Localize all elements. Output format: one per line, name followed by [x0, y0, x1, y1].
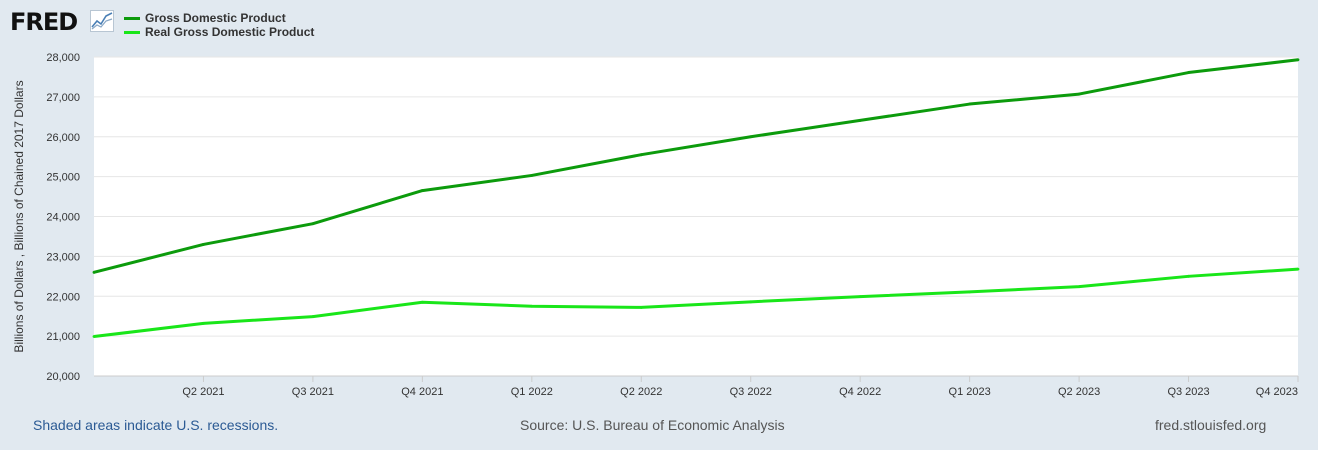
data-point[interactable] [92, 335, 96, 338]
x-tick-label: Q1 2023 [949, 386, 991, 398]
series-lines [92, 58, 1300, 339]
header: FRED Gross Domestic Product Real Gross D… [10, 7, 610, 41]
y-axis-label: Billions of Dollars , Billions of Chaine… [12, 80, 26, 352]
data-point[interactable] [858, 295, 862, 299]
y-tick-label: 22,000 [46, 291, 80, 303]
legend-label-gdp: Gross Domestic Product [145, 11, 286, 25]
site-link[interactable]: fred.stlouisfed.org [1155, 417, 1267, 433]
x-tick-label: Q2 2022 [620, 386, 662, 398]
legend-swatch-real-gdp [124, 30, 140, 34]
legend-swatch-gdp [124, 16, 140, 20]
y-tick-label: 24,000 [46, 212, 80, 224]
legend-item-real-gdp[interactable]: Real Gross Domestic Product [124, 25, 314, 39]
x-tick-label: Q3 2022 [730, 386, 772, 398]
y-tick-label: 25,000 [46, 172, 80, 184]
x-tick-label: Q4 2022 [839, 386, 881, 398]
data-point[interactable] [639, 153, 643, 157]
data-point[interactable] [420, 300, 424, 304]
data-point[interactable] [1077, 285, 1081, 289]
x-tick-label: Q3 2023 [1167, 386, 1209, 398]
line-graph-icon [90, 10, 114, 32]
data-point[interactable] [1296, 267, 1300, 271]
legend-item-gdp[interactable]: Gross Domestic Product [124, 11, 314, 25]
data-point[interactable] [858, 119, 862, 122]
series-line-real-gdp[interactable] [93, 267, 1299, 339]
data-point[interactable] [1187, 71, 1190, 74]
y-tick-label: 28,000 [46, 52, 80, 64]
source-note: Source: U.S. Bureau of Economic Analysis [520, 417, 785, 433]
x-axis-ticks: Q2 2021 Q3 2021 Q4 2021 Q1 2022 Q2 2022 Q3 20… [182, 376, 1299, 398]
x-tick-label: Q4 2021 [401, 386, 443, 398]
data-point[interactable] [1077, 92, 1081, 96]
data-point[interactable] [639, 306, 643, 309]
data-point[interactable] [968, 102, 972, 106]
series-line-gdp[interactable] [93, 58, 1299, 274]
x-tick-label: Q2 2023 [1058, 386, 1100, 398]
legend-label-real-gdp: Real Gross Domestic Product [145, 25, 315, 39]
gridlines [94, 56, 1298, 377]
y-tick-label: 23,000 [46, 251, 80, 263]
y-tick-label: 26,000 [46, 132, 80, 144]
data-point[interactable] [1187, 274, 1190, 278]
data-point[interactable] [92, 270, 96, 274]
data-point[interactable] [749, 300, 753, 304]
y-tick-label: 20,000 [46, 371, 80, 383]
data-point[interactable] [202, 321, 205, 325]
x-tick-label: Q3 2021 [292, 386, 334, 398]
x-tick-label: Q2 2021 [182, 386, 224, 398]
y-axis-ticks: 20,000 21,000 22,000 23,000 24,000 25,000 26,0… [46, 52, 80, 383]
data-point[interactable] [420, 189, 424, 192]
data-point[interactable] [311, 222, 315, 226]
data-point[interactable] [202, 243, 205, 246]
y-tick-label: 27,000 [46, 92, 80, 104]
data-point[interactable] [530, 174, 534, 177]
data-point[interactable] [1296, 58, 1300, 62]
x-tick-label: Q4 2023 [1256, 386, 1298, 398]
data-point[interactable] [749, 135, 753, 139]
data-point[interactable] [530, 304, 534, 308]
data-point[interactable] [311, 315, 315, 318]
fred-logo[interactable]: FRED [10, 8, 78, 36]
y-tick-label: 21,000 [46, 331, 80, 343]
legend: Gross Domestic Product Real Gross Domest… [124, 11, 314, 39]
x-tick-label: Q1 2022 [511, 386, 553, 398]
data-point[interactable] [968, 290, 972, 294]
recession-note: Shaded areas indicate U.S. recessions. [33, 417, 279, 433]
